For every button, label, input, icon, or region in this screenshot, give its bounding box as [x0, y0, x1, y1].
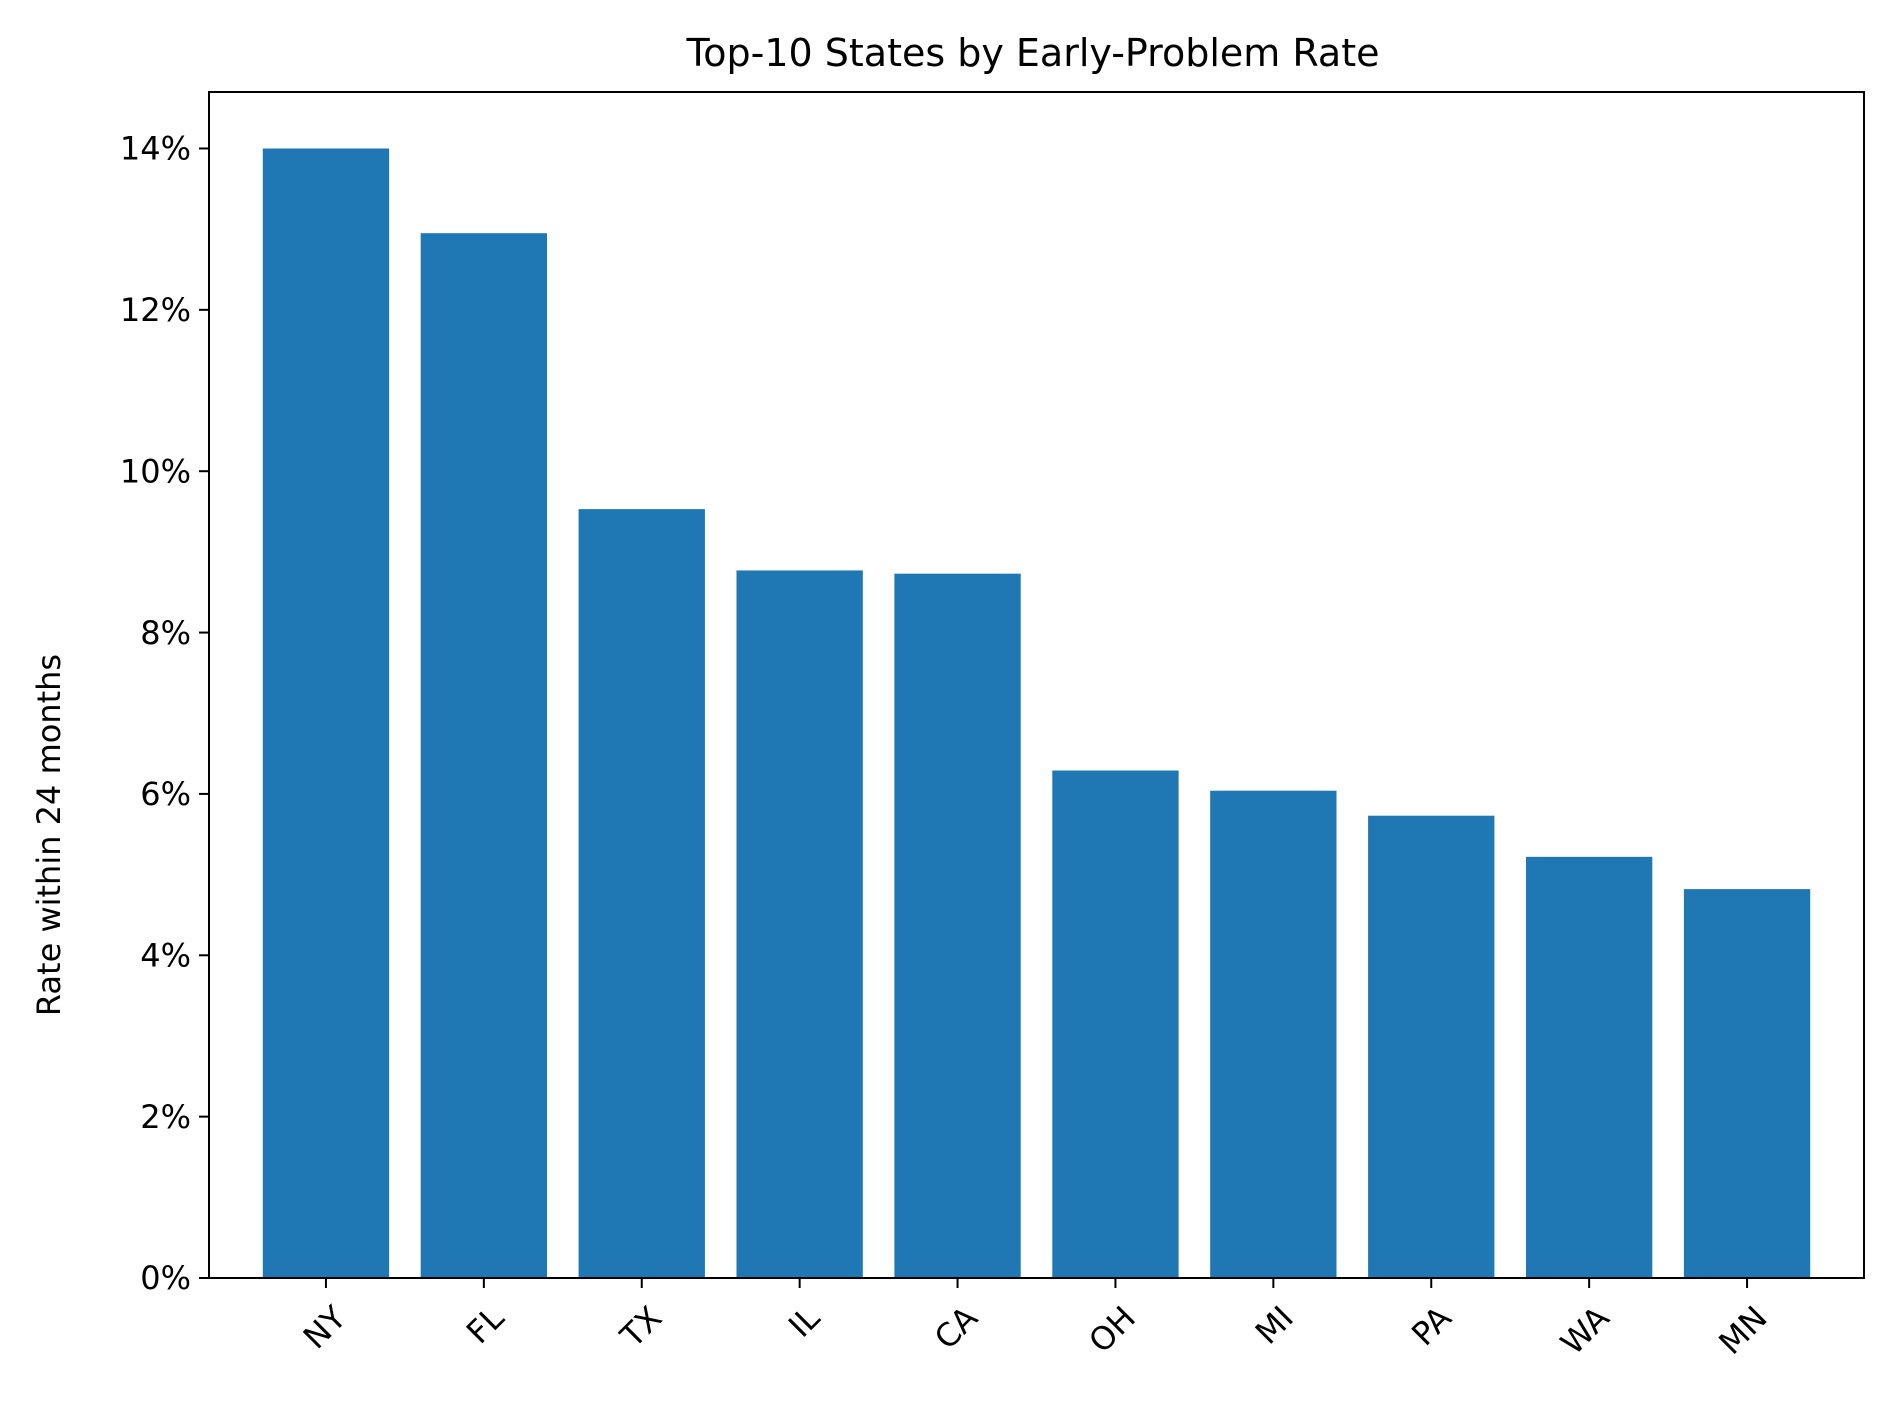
- y-tick-label: 10%: [120, 452, 191, 490]
- x-tick-label: OH: [1081, 1299, 1143, 1361]
- y-tick-label: 8%: [140, 614, 191, 652]
- bar-tx: [579, 509, 705, 1278]
- bars-group: [263, 148, 1810, 1278]
- x-tick-label: IL: [781, 1299, 827, 1345]
- y-tick-label: 14%: [120, 130, 191, 168]
- x-tick-label: MI: [1248, 1299, 1301, 1352]
- y-axis-label: Rate within 24 months: [30, 654, 68, 1016]
- y-tick-label: 12%: [120, 291, 191, 329]
- bar-pa: [1368, 816, 1494, 1278]
- bar-mn: [1684, 889, 1810, 1278]
- x-tick-label: PA: [1404, 1299, 1459, 1354]
- x-tick-label: NY: [296, 1298, 354, 1356]
- bar-oh: [1052, 771, 1178, 1278]
- x-tick-label: TX: [612, 1299, 669, 1356]
- y-tick-label: 2%: [140, 1098, 191, 1136]
- bar-mi: [1210, 791, 1336, 1278]
- y-tick-label: 0%: [140, 1259, 191, 1297]
- y-axis: 0% 2% 4% 6% 8% 10% 12% 14%: [120, 130, 209, 1298]
- y-tick-label: 4%: [140, 936, 191, 974]
- x-tick-label: CA: [927, 1299, 985, 1357]
- bar-wa: [1526, 857, 1652, 1278]
- x-tick-label: FL: [459, 1299, 512, 1352]
- bar-fl: [421, 233, 547, 1278]
- bar-il: [736, 570, 862, 1278]
- x-tick-label: MN: [1711, 1299, 1774, 1362]
- x-axis: NY FL TX IL CA OH MI PA WA MN: [296, 1278, 1775, 1362]
- chart-title: Top-10 States by Early-Problem Rate: [686, 31, 1380, 75]
- bar-ca: [894, 574, 1020, 1278]
- y-tick-label: 6%: [140, 775, 191, 813]
- bar-ny: [263, 148, 389, 1278]
- x-tick-label: WA: [1553, 1299, 1617, 1363]
